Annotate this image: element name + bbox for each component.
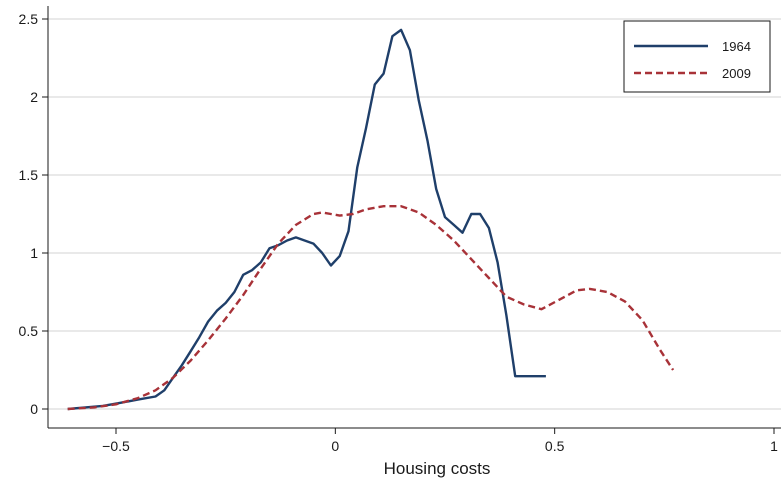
y-axis-ticks: 0 0.5 1 1.5 2 2.5 <box>19 11 48 417</box>
legend: 1964 2009 <box>623 20 771 93</box>
series-lines <box>67 28 675 411</box>
legend-box <box>623 20 771 93</box>
y-tick-label: 0.5 <box>19 323 39 339</box>
series-line-2009 <box>67 204 675 411</box>
x-tick-label: −0.5 <box>102 438 130 454</box>
series-line-1964 <box>67 28 546 411</box>
x-axis-title: Housing costs <box>384 459 491 478</box>
legend-label-1964: 1964 <box>722 39 751 54</box>
y-tick-label: 1 <box>30 245 38 261</box>
gridlines <box>48 18 781 410</box>
y-tick-label: 2.5 <box>19 11 39 27</box>
x-tick-label: 0.5 <box>545 438 565 454</box>
y-tick-label: 0 <box>30 401 38 417</box>
legend-label-2009: 2009 <box>722 66 751 81</box>
x-axis-ticks: −0.5 0 0.5 1 <box>102 428 778 454</box>
y-tick-label: 1.5 <box>19 167 39 183</box>
axes <box>47 6 781 429</box>
x-tick-label: 0 <box>331 438 339 454</box>
y-tick-label: 2 <box>30 89 38 105</box>
x-tick-label: 1 <box>770 438 778 454</box>
